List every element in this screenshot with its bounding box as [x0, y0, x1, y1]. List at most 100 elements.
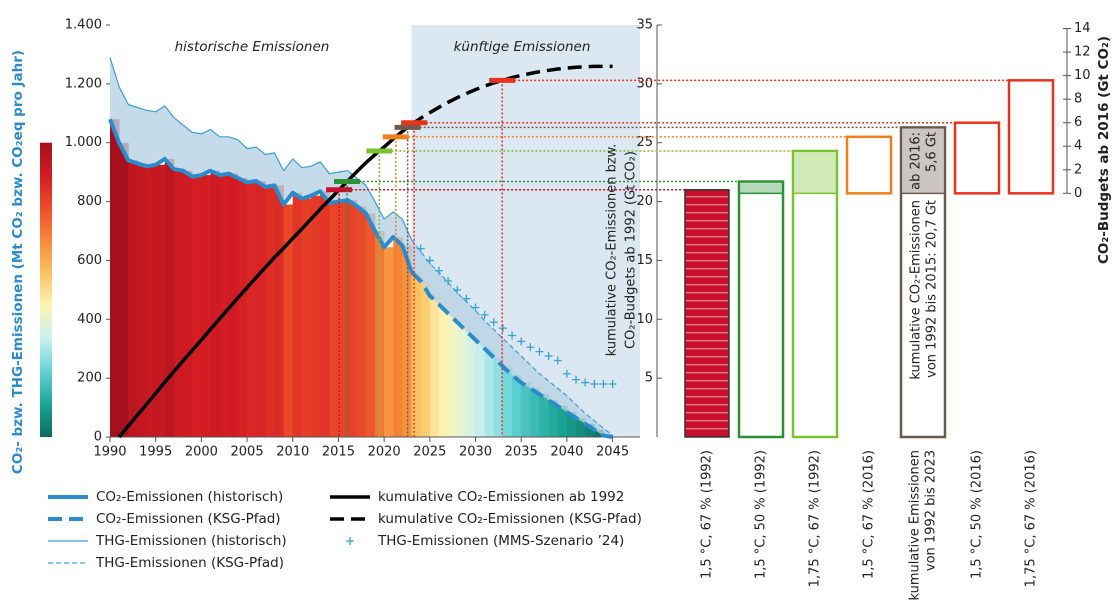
emission-strip — [265, 186, 275, 437]
y-tick-label: 200 — [77, 371, 102, 386]
legend-label: CO₂-Emissionen (historisch) — [96, 489, 283, 505]
right-tick-label: 4 — [1074, 139, 1082, 154]
x-tick-label: 2040 — [550, 445, 583, 460]
right-tick-label: 14 — [1074, 21, 1091, 36]
scenario-marker — [526, 343, 535, 352]
bar — [1007, 79, 1055, 195]
scenario-marker — [553, 356, 562, 365]
scenario-marker — [434, 266, 443, 275]
x-category-label: 1,5 °C, 50 % (1992) — [754, 450, 769, 579]
emission-gap-band — [110, 57, 613, 438]
y-tick-label: 1.000 — [65, 135, 102, 150]
emission-strip — [502, 366, 513, 437]
x-category-label: 1,5 °C, 67 % (1992) — [700, 450, 715, 579]
x-tick-label: 2035 — [505, 445, 538, 460]
emission-line — [411, 239, 613, 436]
legend-marker — [346, 537, 354, 545]
emission-line — [108, 118, 414, 273]
emission-strip — [311, 195, 321, 437]
emission-strip — [329, 203, 339, 437]
emission-strip — [256, 180, 266, 437]
emission-strip — [201, 175, 211, 438]
right-tick-label: 12 — [1074, 45, 1091, 60]
region-label: künftige Emissionen — [454, 39, 591, 55]
emission-strip — [448, 313, 458, 437]
emission-strip — [466, 331, 476, 437]
emission-strip — [429, 295, 440, 437]
emission-strip — [375, 231, 385, 437]
y2-tick-label: 20 — [636, 194, 653, 209]
x-category-label: 1,5 °C, 50 % (2016) — [970, 450, 985, 579]
emission-strip — [110, 119, 120, 438]
annotation: 5,6 Gt — [925, 132, 940, 172]
x-tick-label: 2010 — [276, 445, 309, 460]
colorbar — [40, 142, 52, 437]
emission-strip — [420, 281, 431, 437]
emission-strip — [475, 339, 486, 437]
scenario-marker — [471, 303, 480, 312]
legend-label: THG-Emissionen (historisch) — [95, 533, 287, 549]
right-tick-label: 2 — [1074, 162, 1082, 177]
y-axis-label: CO₂- bzw. THG-Emissionen (Mt CO₂ bzw. CO… — [10, 50, 26, 474]
y2-tick-label: 35 — [636, 18, 653, 33]
y-tick-label: 600 — [77, 253, 102, 268]
scenario-marker — [517, 337, 526, 346]
scenario-marker — [489, 318, 498, 327]
emission-strip — [128, 160, 138, 437]
emission-strip — [594, 429, 604, 437]
scenario-marker — [562, 369, 571, 378]
emission-strip — [301, 198, 312, 437]
x-category-label: kumulative Emissionen — [908, 450, 923, 600]
emission-strip — [411, 272, 422, 437]
emission-strip — [137, 163, 147, 438]
emission-strip — [484, 348, 495, 437]
emission-strip — [576, 417, 586, 437]
emission-strip — [173, 169, 184, 437]
scenario-marker — [462, 294, 471, 303]
emission-strip — [119, 142, 129, 437]
emission-strip — [457, 322, 467, 437]
scenario-marker — [508, 331, 517, 340]
right-tick-label: 8 — [1074, 92, 1082, 107]
emission-strip — [183, 170, 193, 437]
x-tick-label: 2020 — [368, 445, 401, 460]
annotation-layer: ab 2016: 5,6 Gt kumulative CO₂-Emissione… — [909, 132, 940, 380]
scenario-marker — [444, 277, 453, 286]
y-tick-label: 1.200 — [65, 76, 102, 91]
bar — [737, 180, 785, 439]
scenario-marker — [572, 375, 581, 384]
y2-tick-label: 10 — [636, 312, 653, 327]
emission-strip — [384, 247, 394, 437]
plot-layer: 1990 1995 2000 2005 2010 2015 2020 2025 2030 2035… — [40, 18, 1091, 600]
x-tick-label: 2030 — [459, 445, 492, 460]
emission-strip — [347, 200, 358, 437]
x-tick-label: 1995 — [139, 445, 172, 460]
x-tick-label: 2045 — [596, 445, 629, 460]
x-tick-label: 2000 — [185, 445, 218, 460]
y2-axis-label: kumulative CO₂-Emissionen bzw. — [605, 144, 620, 356]
emission-strip — [210, 170, 221, 437]
scenario-marker — [453, 285, 462, 294]
scenario-marker — [480, 310, 489, 319]
emission-strip — [356, 205, 367, 437]
scenario-marker — [535, 347, 544, 356]
y-tick-label: 400 — [77, 312, 102, 327]
scenario-marker — [425, 256, 434, 265]
bar-fill — [902, 128, 944, 194]
bar — [791, 149, 839, 439]
y-tick-label: 1.400 — [65, 18, 102, 33]
emission-strip — [219, 175, 230, 438]
bar — [953, 121, 1001, 195]
emission-line — [410, 270, 613, 439]
right-axis-label: CO₂-Budgets ab 2016 (Gt CO₂) — [1096, 36, 1112, 264]
emission-strip — [539, 394, 550, 437]
x-tick-label: 1990 — [93, 445, 126, 460]
annotation: kumulative CO₂-Emissionen — [909, 200, 924, 380]
y2-tick-label: 5 — [645, 371, 653, 386]
x-category-label: 1,75 °C, 67 % (2016) — [1024, 450, 1039, 587]
right-tick-label: 10 — [1074, 68, 1091, 83]
right-tick-label: 0 — [1074, 186, 1082, 201]
emission-strip — [393, 236, 403, 437]
emission-strip — [493, 357, 504, 437]
